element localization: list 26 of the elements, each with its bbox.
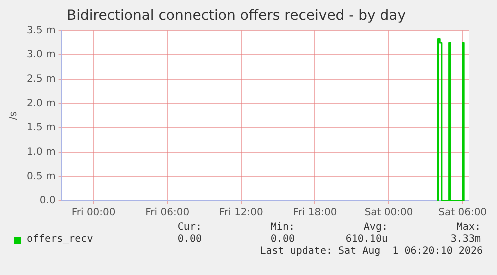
text: 0.00 <box>176 234 202 246</box>
text: 3.33m <box>450 234 481 246</box>
y-tick-label: 2.5 m <box>26 74 56 86</box>
text: Max: <box>456 222 481 234</box>
x-tick-label: Sat 06:00 <box>438 208 488 219</box>
y-tick-label: 1.0 m <box>26 146 56 158</box>
text: Min: <box>270 222 295 234</box>
y-tick-label: 0.5 m <box>26 171 56 182</box>
chart-title: Bidirectional connection offers received - by day <box>66 8 406 24</box>
y-tick-label: 0.0 <box>40 196 56 207</box>
text: Last update: Sat Aug 1 06:20:10 2026 <box>260 246 483 257</box>
x-tick-label: Fri 06:00 <box>146 208 190 219</box>
y-tick-label: 1.5 m <box>26 122 56 134</box>
y-tick-label: 3.5 m <box>26 25 56 36</box>
text: 610.10u <box>344 234 388 246</box>
legend-label: offers_recv <box>27 234 94 246</box>
y-tick-label: 3.0 m <box>26 50 56 61</box>
x-tick-label: Fri 00:00 <box>72 208 116 219</box>
x-tick-label: Fri 12:00 <box>219 208 264 219</box>
text: 0.00 <box>270 234 295 246</box>
x-tick-label: Fri 18:00 <box>293 208 338 219</box>
y-tick-label: 2.0 m <box>26 98 56 110</box>
text: Cur: <box>176 222 202 234</box>
text: Avg: <box>362 222 388 234</box>
y-axis-title: /s <box>8 112 20 120</box>
x-tick-label: Sat 00:00 <box>364 208 414 219</box>
